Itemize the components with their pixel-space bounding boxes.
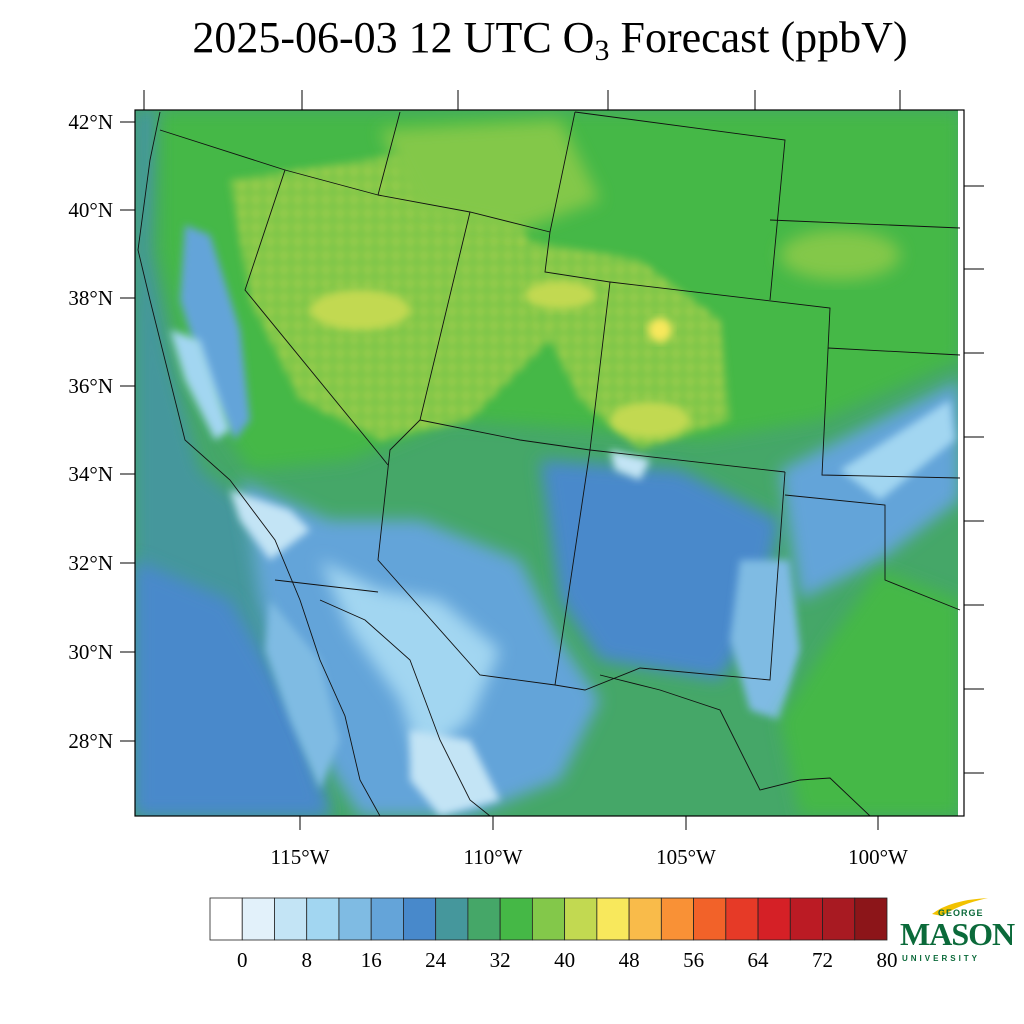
colorbar-label: 0: [237, 948, 248, 972]
lat-label: 40°N: [68, 198, 113, 222]
boundary-ca-nv: [159, 129, 389, 466]
colorbar-label: 80: [877, 948, 898, 972]
coastline-gulf-ca: [319, 599, 491, 816]
boundary-nm-tx: [554, 471, 786, 691]
field-texas: [780, 570, 960, 816]
colorbar-swatch: [370, 897, 404, 941]
field-edge: [958, 110, 964, 816]
field-hotspot: [525, 281, 595, 309]
state-boundaries: [137, 111, 961, 816]
colorbar-label: 8: [301, 948, 312, 972]
field-baja: [265, 600, 340, 790]
colorbar-label: 48: [619, 948, 640, 972]
field-hotspot: [610, 402, 690, 438]
field-nm: [540, 460, 780, 680]
lon-labels: 115°W 110°W 105°W 100°W: [271, 845, 909, 869]
colorbar-swatch: [499, 897, 533, 941]
colorbar-swatch: [628, 897, 662, 941]
page-title: 2025-06-03 12 UTC O3 Forecast (ppbV): [0, 12, 1024, 68]
colorbar-swatch: [338, 897, 372, 941]
lat-label: 42°N: [68, 110, 113, 134]
boundary-ks-ok: [827, 347, 961, 356]
field-ocean-south: [135, 560, 330, 816]
lat-label: 28°N: [68, 729, 113, 753]
boundary-az-nm: [419, 419, 786, 473]
boundary-tx-ok: [784, 494, 961, 611]
colorbar-label: 64: [748, 948, 770, 972]
lat-label: 30°N: [68, 640, 113, 664]
colorbar-swatch: [693, 897, 727, 941]
lon-label: 110°W: [464, 845, 523, 869]
boundary-wy: [574, 111, 786, 301]
field-desert-min: [410, 730, 500, 816]
field-nm-low: [730, 560, 800, 720]
field-central-valley: [180, 225, 250, 440]
colorbar-swatch: [241, 897, 275, 941]
lon-label: 100°W: [848, 845, 908, 869]
title-suffix: Forecast (ppbV): [609, 13, 908, 62]
colorbar-swatch: [435, 897, 469, 941]
lat-label: 32°N: [68, 551, 113, 575]
logo-main-text: MASON: [900, 916, 1015, 952]
colorbar-swatch: [854, 897, 888, 941]
lat-label: 38°N: [68, 286, 113, 310]
colorbar-label: 40: [554, 948, 575, 972]
map-frame: [134, 109, 965, 817]
field-patch: [610, 450, 650, 480]
colorbar-label: 24: [425, 948, 447, 972]
colorbar-swatch: [306, 897, 340, 941]
colorbar-swatch: [531, 897, 566, 941]
boundary-az-nm-vert: [554, 449, 591, 686]
coastline-pacific: [137, 111, 381, 816]
colorbar-label: 16: [361, 948, 382, 972]
field-hotspot: [780, 230, 900, 280]
colorbar-labels: 0 8 16 24 32 40 48 56 64 72 80: [237, 948, 898, 972]
boundary-co-ks: [609, 281, 961, 479]
colorbar-label: 32: [490, 948, 511, 972]
field-plains-low: [840, 400, 955, 500]
colorbar-swatch: [725, 897, 759, 941]
lat-label: 36°N: [68, 374, 113, 398]
boundary-az-mx: [377, 419, 556, 686]
colorbar-swatch: [564, 897, 598, 941]
colorbar-swatch: [467, 897, 501, 941]
logo-top-text: GEORGE: [938, 908, 984, 918]
logo-bottom-text: UNIVERSITY: [902, 954, 981, 963]
boundary-rio-grande: [599, 674, 871, 816]
field-northern-band: [380, 120, 600, 230]
field-socal: [230, 490, 310, 560]
boundary-wy-id: [549, 111, 576, 233]
field-great-basin: [230, 150, 560, 440]
title-subscript: 3: [594, 34, 610, 67]
colorbar-label: 72: [812, 948, 833, 972]
colorbar-swatch: [403, 897, 437, 941]
colorbar-swatch: [822, 897, 856, 941]
colorbar-swatch: [789, 897, 823, 941]
logo-swoosh-icon: [932, 898, 988, 916]
colorbar-swatch: [209, 897, 243, 941]
gmu-logo: GEORGE MASON UNIVERSITY: [898, 896, 1015, 968]
lon-label: 115°W: [271, 845, 330, 869]
field-hotspot: [310, 290, 410, 330]
boundary-ne: [769, 219, 961, 229]
field-central-valley-low: [170, 330, 230, 440]
map-ticks: [120, 90, 984, 830]
boundary-ut-co: [544, 231, 611, 451]
title-prefix: 2025-06-03 12 UTC O: [192, 13, 595, 62]
lon-label: 105°W: [656, 845, 716, 869]
lat-label: 34°N: [68, 462, 113, 486]
colorbar-swatch: [596, 897, 630, 941]
colorbar-swatch: [757, 897, 791, 941]
boundary-nv-ut: [419, 211, 471, 421]
colorbar-label: 56: [683, 948, 704, 972]
colorbar: [209, 897, 888, 941]
lat-labels: 42°N 40°N 38°N 36°N 34°N 32°N 30°N 28°N: [68, 110, 113, 753]
field-hotspot: [648, 318, 672, 342]
ozone-field: [135, 110, 964, 816]
colorbar-swatch: [660, 897, 694, 941]
colorbar-swatch: [274, 897, 308, 941]
